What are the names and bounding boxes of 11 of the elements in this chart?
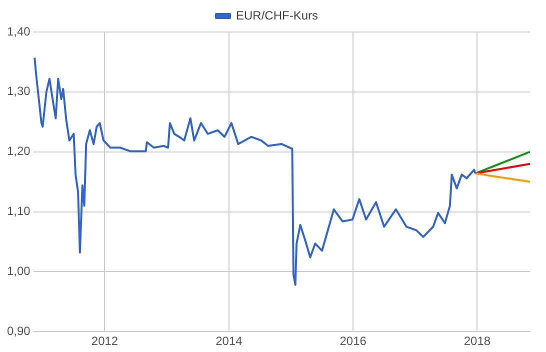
y-tick-label: 0,90 <box>6 324 31 338</box>
y-tick-label: 1,30 <box>6 84 31 98</box>
x-tick-label: 2012 <box>91 334 118 348</box>
legend-label: EUR/CHF-Kurs <box>236 8 318 22</box>
x-tick-label: 2018 <box>464 334 491 348</box>
y-tick-label: 1,00 <box>6 264 31 278</box>
y-tick-label: 1,40 <box>6 24 31 38</box>
x-tick-label: 2016 <box>340 334 367 348</box>
y-tick-label: 1,20 <box>6 144 31 158</box>
y-tick-label: 1,10 <box>6 204 31 218</box>
x-tick-label: 2014 <box>216 334 243 348</box>
